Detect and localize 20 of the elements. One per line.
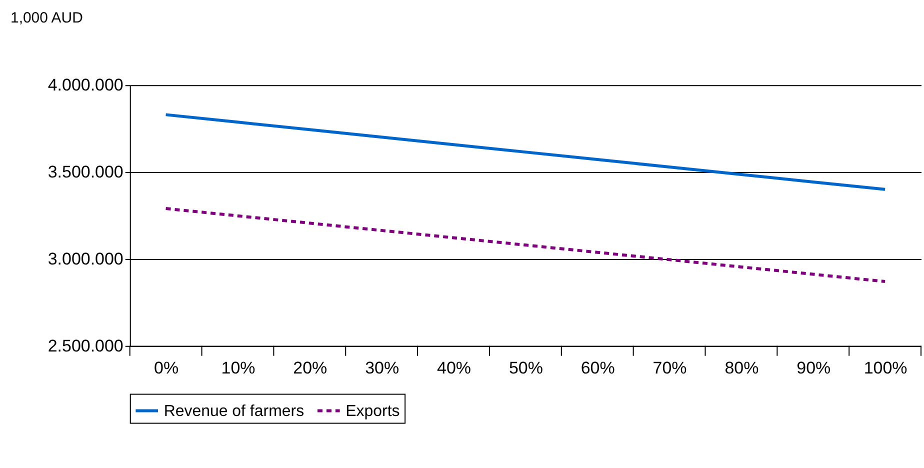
y-tick-label: 2.500.000 [48,336,124,356]
x-tick-label: 100% [864,358,908,378]
x-tick-label: 0% [154,358,179,378]
y-tick-label: 3.000.000 [48,249,124,268]
x-tick-label: 80% [724,358,759,378]
x-tick-label: 40% [437,358,471,378]
y-axis-title: 1,000 AUD [10,10,84,27]
x-tick-label: 70% [652,358,687,378]
x-tick-label: 60% [580,358,615,378]
y-tick-label: 4.000.000 [48,76,124,95]
x-tick-label: 20% [293,358,328,378]
line-series [164,207,887,284]
x-tick-label: 30% [365,358,400,378]
legend-label: Exports [346,402,400,420]
x-tick-label: 10% [221,358,256,378]
legend-label: Revenue of farmers [164,402,304,420]
x-tick-label: 90% [796,358,831,378]
y-tick-label: 3.500.000 [48,162,124,182]
line-series [164,113,887,191]
x-tick-label: 50% [508,358,543,378]
